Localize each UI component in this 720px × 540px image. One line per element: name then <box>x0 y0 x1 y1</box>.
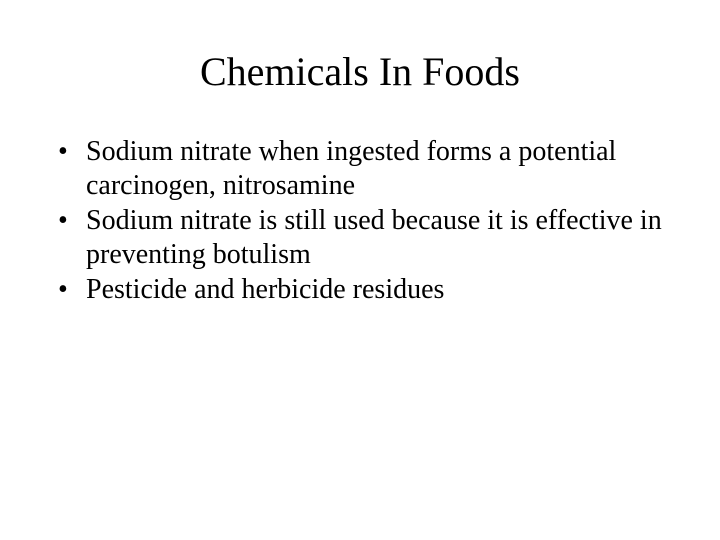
list-item: Sodium nitrate when ingested forms a pot… <box>58 135 662 202</box>
list-item: Pesticide and herbicide residues <box>58 273 662 307</box>
list-item: Sodium nitrate is still used because it … <box>58 204 662 271</box>
slide: Chemicals In Foods Sodium nitrate when i… <box>0 0 720 540</box>
bullet-list: Sodium nitrate when ingested forms a pot… <box>58 135 662 307</box>
slide-title: Chemicals In Foods <box>0 0 720 135</box>
slide-body: Sodium nitrate when ingested forms a pot… <box>0 135 720 307</box>
